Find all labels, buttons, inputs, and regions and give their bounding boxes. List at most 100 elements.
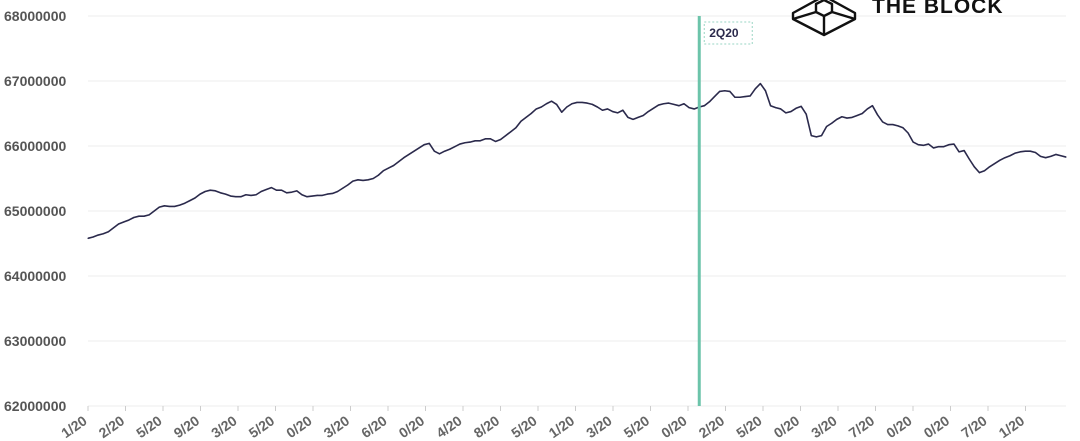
data-point	[724, 90, 726, 92]
data-point	[382, 170, 385, 172]
data-point	[438, 153, 441, 155]
data-point	[245, 194, 247, 196]
data-point	[428, 142, 430, 144]
data-point	[1014, 152, 1016, 154]
data-point	[683, 103, 685, 105]
x-tick-label: 3/20	[321, 412, 353, 441]
data-point	[489, 138, 492, 140]
data-point	[785, 112, 787, 114]
data-point	[494, 140, 497, 143]
x-tick-label: 4/20	[433, 412, 465, 441]
data-point	[708, 101, 711, 103]
data-point	[321, 194, 323, 196]
data-point	[586, 102, 588, 104]
data-point	[999, 159, 1001, 161]
data-point	[861, 112, 863, 115]
y-tick-label: 63000000	[4, 333, 67, 349]
data-point	[841, 116, 843, 118]
data-point	[693, 108, 695, 110]
data-point	[775, 107, 777, 109]
data-point	[280, 189, 283, 191]
data-point	[846, 117, 848, 119]
data-point	[148, 214, 150, 216]
data-point	[377, 174, 379, 176]
data-point	[423, 144, 425, 146]
data-point	[240, 196, 242, 198]
data-point	[1065, 156, 1067, 158]
data-point	[443, 150, 446, 152]
data-point	[479, 140, 481, 142]
data-point	[642, 114, 644, 117]
data-point	[260, 190, 262, 193]
data-point	[153, 210, 155, 212]
data-point	[286, 192, 288, 194]
data-point	[810, 135, 812, 137]
data-point	[408, 153, 410, 156]
data-point	[123, 221, 125, 223]
x-tick-label: 5/20	[246, 412, 278, 441]
data-point	[550, 100, 553, 102]
data-point	[311, 195, 313, 197]
data-point	[805, 113, 807, 115]
data-point	[336, 190, 339, 193]
data-point	[652, 107, 655, 109]
data-point	[688, 107, 690, 109]
data-point	[265, 188, 267, 191]
data-point	[673, 103, 675, 105]
data-point	[769, 105, 772, 107]
data-point	[275, 189, 278, 191]
data-point	[647, 110, 649, 113]
data-point	[938, 146, 940, 148]
data-point	[800, 105, 802, 107]
data-point	[1019, 151, 1021, 153]
data-point	[831, 122, 833, 124]
data-point	[357, 179, 359, 181]
data-point	[362, 179, 364, 182]
data-point	[128, 219, 130, 221]
data-point	[912, 141, 914, 143]
data-point	[815, 136, 818, 138]
data-point	[535, 108, 537, 110]
data-point	[668, 102, 670, 104]
cube-icon	[791, 0, 857, 37]
data-point	[887, 123, 889, 126]
data-point	[291, 191, 293, 193]
data-point	[612, 110, 614, 113]
data-point	[820, 135, 823, 137]
data-point	[413, 150, 415, 152]
data-point	[179, 204, 181, 206]
data-point	[632, 118, 634, 120]
y-tick-label: 67000000	[4, 73, 67, 89]
x-tick-label: 0/20	[921, 412, 953, 441]
data-point	[897, 125, 899, 127]
data-point	[250, 194, 252, 196]
data-point	[107, 231, 109, 233]
data-point	[469, 141, 471, 143]
data-point	[387, 167, 390, 169]
data-point	[168, 205, 171, 208]
x-tick-label: 3/20	[808, 412, 840, 441]
data-point	[270, 187, 272, 189]
data-point	[459, 143, 461, 145]
data-point	[994, 162, 996, 165]
y-tick-label: 68000000	[4, 8, 67, 24]
data-point	[719, 90, 721, 92]
x-tick-label: 0/20	[283, 412, 315, 441]
data-point	[678, 105, 680, 107]
y-tick-label: 66000000	[4, 138, 67, 154]
data-point	[214, 190, 216, 192]
data-point	[836, 118, 838, 120]
data-point	[484, 138, 486, 140]
data-point	[92, 236, 94, 238]
data-point	[662, 103, 665, 105]
data-point	[1060, 155, 1062, 157]
data-point	[184, 202, 186, 204]
data-point	[1009, 155, 1011, 157]
data-point	[1024, 150, 1026, 152]
data-point	[515, 127, 517, 129]
data-point	[795, 107, 797, 109]
data-point	[199, 193, 201, 195]
data-point	[581, 101, 583, 104]
y-tick-label: 62000000	[4, 398, 67, 414]
data-point	[112, 227, 115, 229]
